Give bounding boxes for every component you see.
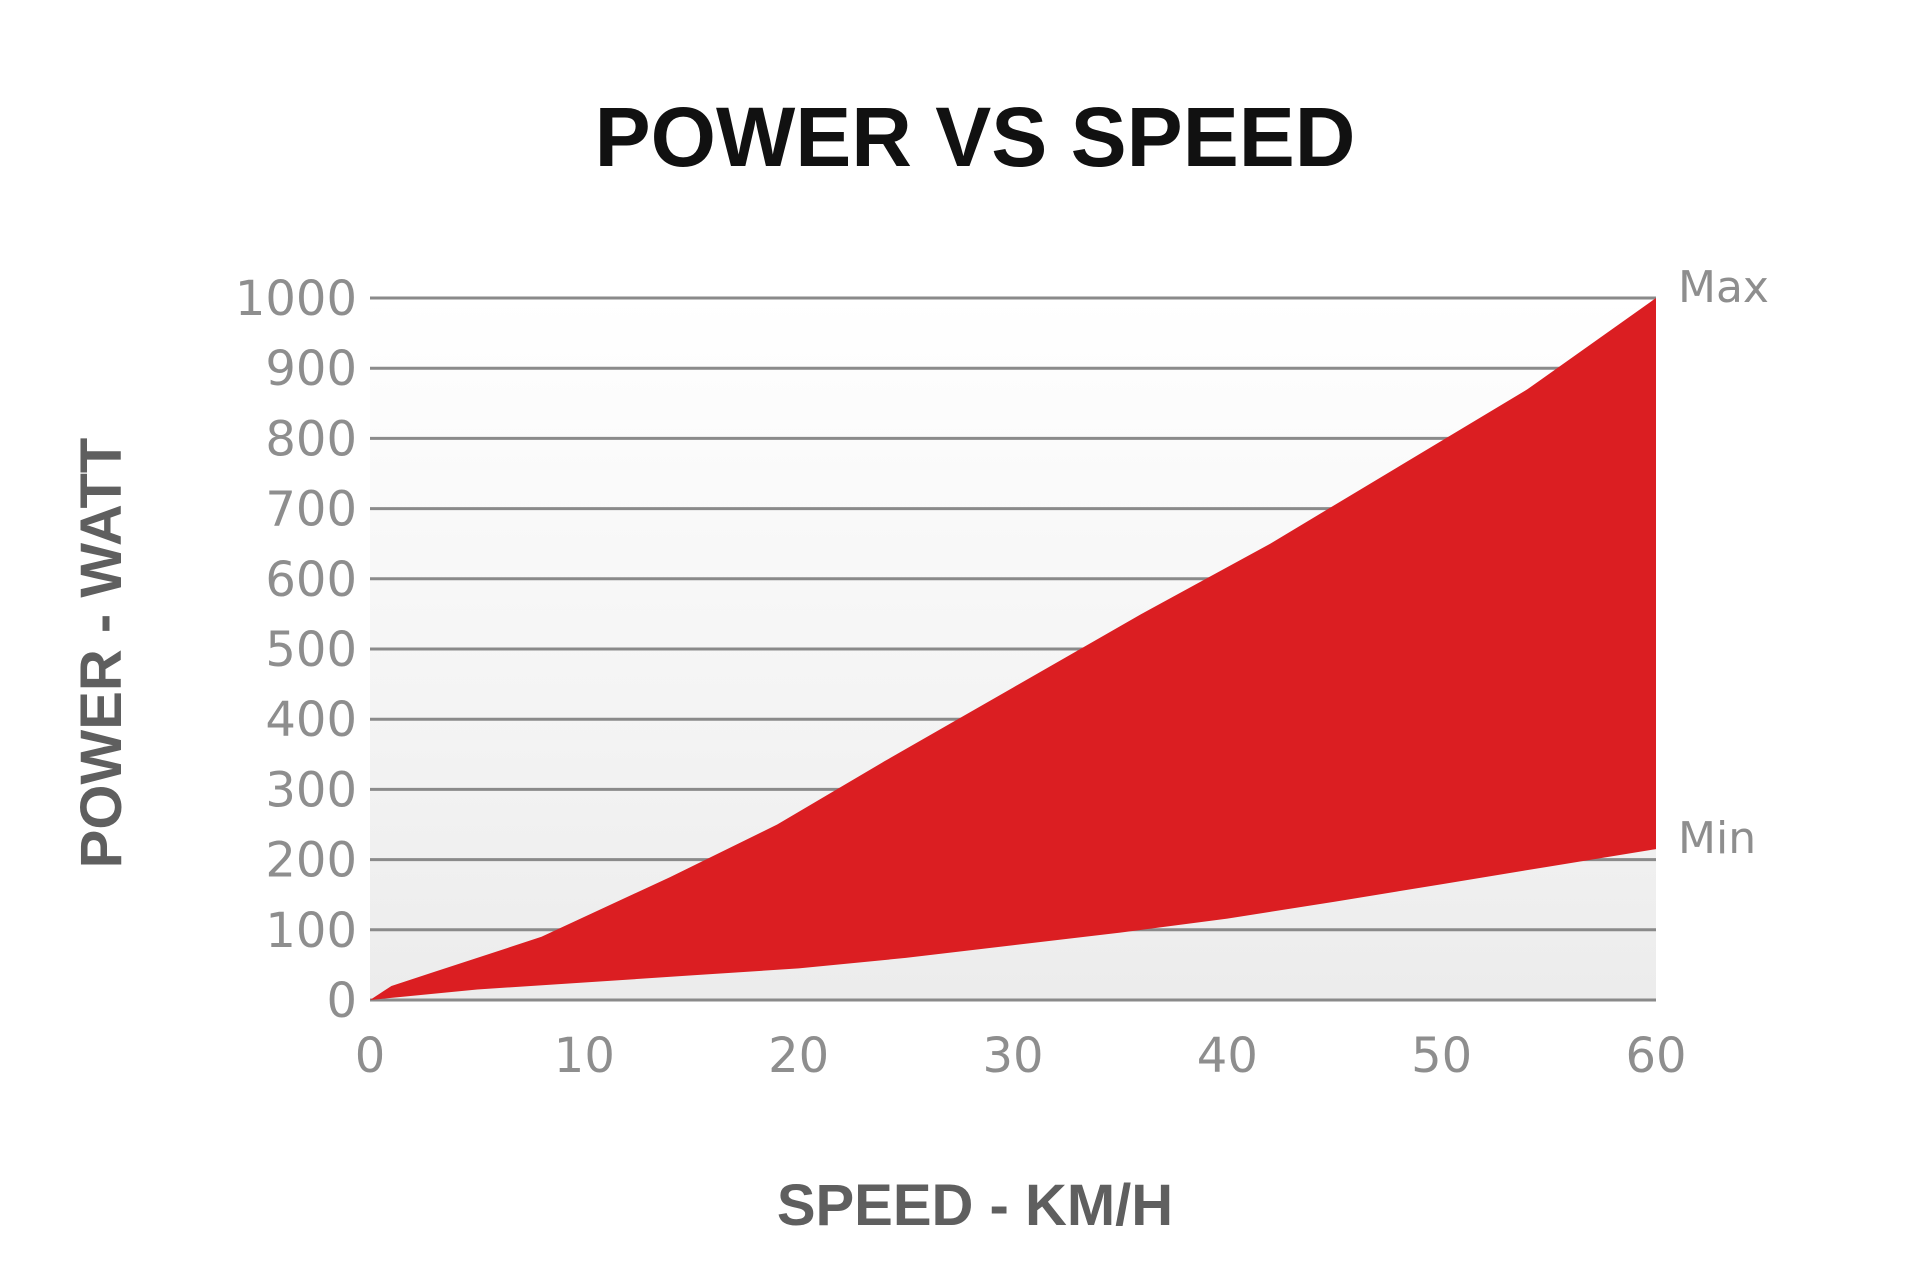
power-band-area (370, 298, 1656, 1000)
y-tick-label-200: 200 (265, 833, 357, 889)
y-axis-label: POWER - WATT (69, 438, 134, 869)
y-tick-label-900: 900 (265, 341, 357, 397)
series-label-min: Min (1678, 813, 1756, 864)
x-tick-label-20: 20 (768, 1028, 829, 1084)
y-tick-label-500: 500 (265, 622, 357, 678)
x-tick-label-60: 60 (1625, 1028, 1686, 1084)
area-layer (370, 298, 1656, 1000)
y-tick-label-400: 400 (265, 692, 357, 748)
x-tick-labels: 0 10 20 30 40 50 60 (355, 1028, 1687, 1084)
x-axis-label: SPEED - KM/H (777, 1173, 1173, 1238)
x-tick-label-10: 10 (554, 1028, 615, 1084)
chart-title: POWER VS SPEED (595, 90, 1356, 184)
y-tick-label-100: 100 (265, 903, 357, 959)
y-tick-label-600: 600 (265, 552, 357, 608)
y-tick-label-800: 800 (265, 411, 357, 467)
y-tick-label-0: 0 (326, 973, 357, 1029)
series-annotations: Max Min (1678, 262, 1769, 864)
series-label-max: Max (1678, 262, 1769, 313)
y-tick-labels: 0 100 200 300 400 500 600 700 800 900 1000 (235, 271, 357, 1029)
y-tick-label-300: 300 (265, 762, 357, 818)
y-tick-label-700: 700 (265, 482, 357, 538)
x-tick-label-0: 0 (355, 1028, 386, 1084)
x-tick-label-40: 40 (1197, 1028, 1258, 1084)
x-tick-label-30: 30 (982, 1028, 1043, 1084)
x-tick-label-50: 50 (1411, 1028, 1472, 1084)
y-tick-label-1000: 1000 (235, 271, 357, 327)
